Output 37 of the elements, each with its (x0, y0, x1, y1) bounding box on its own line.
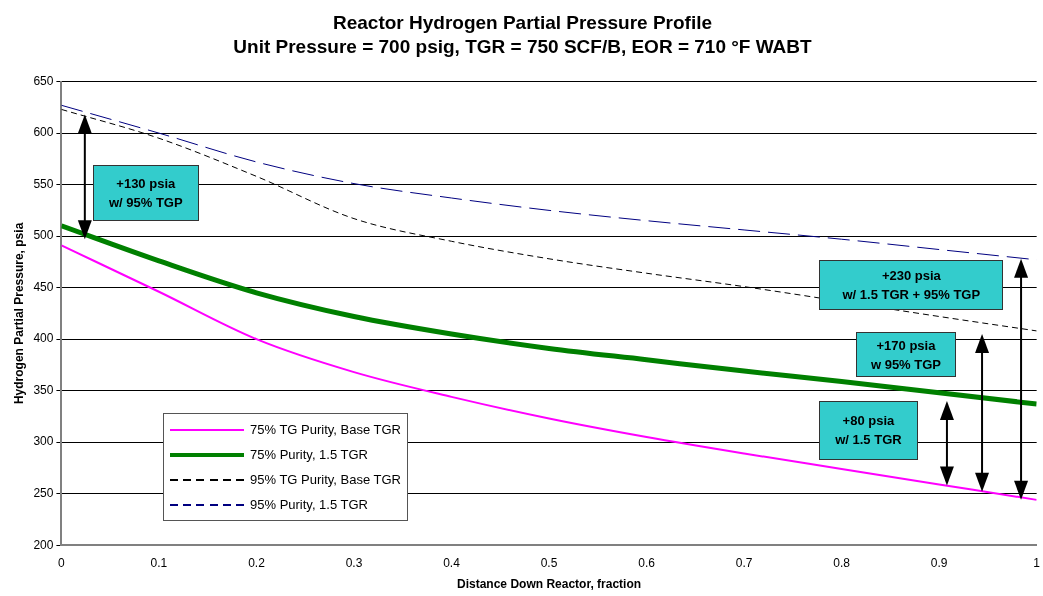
note-box: +130 psia w/ 95% TGP (92, 165, 199, 221)
x-tick-label: 0.6 (638, 555, 656, 570)
note-box: +230 psia w/ 1.5 TGR + 95% TGP (819, 259, 1004, 311)
x-tick-label: 0.1 (150, 555, 168, 570)
legend-label: 75% TG Purity, Base TGR (250, 422, 401, 437)
legend-label: 95% TG Purity, Base TGR (250, 472, 401, 487)
note-box: +80 psia w/ 1.5 TGR (819, 400, 918, 460)
x-tick-label: 0.8 (833, 555, 851, 570)
chart-subtitle: Unit Pressure = 700 psig, TGR = 750 SCF/B, EOR = 710 °F WABT (233, 36, 813, 58)
x-tick-label: 0.5 (540, 555, 558, 570)
chart-title: Reactor Hydrogen Partial Pressure Profile (332, 11, 713, 33)
legend-label: 95% Purity, 1.5 TGR (250, 497, 369, 512)
x-tick-label: 0.2 (248, 555, 266, 570)
x-tick-label: 0.3 (345, 555, 363, 570)
x-tick-label: 0.7 (735, 555, 753, 570)
note-box: +170 psia w 95% TGP (856, 331, 956, 378)
y-tick-label: 600 (33, 125, 54, 140)
annotation: +80 psia w/ 1.5 TGR (835, 412, 902, 450)
annotation: +130 psia w/ 95% TGP (108, 174, 183, 212)
legend-label: 75% Purity, 1.5 TGR (250, 447, 369, 462)
x-tick-label: 0.4 (443, 555, 461, 570)
annotation: +230 psia w/ 1.5 TGR + 95% TGP (842, 267, 981, 305)
y-tick-label: 550 (33, 176, 54, 191)
y-tick-label: 300 (33, 434, 54, 449)
y-tick-label: 450 (33, 279, 54, 294)
y-tick-label: 400 (33, 331, 54, 346)
y-tick-label: 250 (33, 486, 54, 500)
x-tick-label: 1 (1033, 555, 1041, 570)
y-tick-label: 350 (33, 382, 54, 397)
x-axis-title: Distance Down Reactor, fraction (457, 577, 642, 592)
y-tick-label: 650 (33, 73, 54, 88)
x-tick-label: 0.9 (930, 555, 948, 570)
x-tick-label: 0 (58, 555, 66, 570)
y-tick-label: 200 (33, 537, 54, 552)
y-tick-label: 500 (33, 228, 54, 243)
annotation: +170 psia w 95% TGP (870, 336, 941, 374)
y-axis-title: Hydrogen Partial Pressure, psia (11, 222, 26, 405)
